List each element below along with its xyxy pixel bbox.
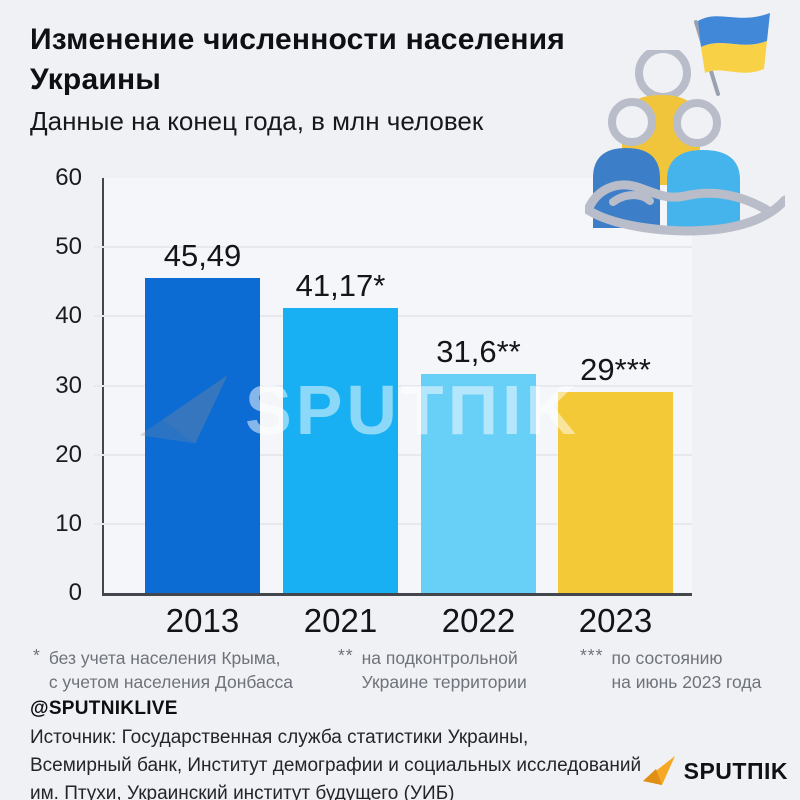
y-tick-label: 10: [55, 509, 82, 537]
footnote-2-text: на подконтрольной Украине территории: [362, 646, 527, 694]
sputnik-plane-icon: [642, 756, 675, 785]
footnote-2-marker: **: [338, 645, 354, 665]
bar-value-label: 45,49: [163, 238, 242, 274]
bar-value-label: 29***: [580, 352, 651, 388]
footnote-1-line-1: без учета населения Крыма,: [48, 648, 281, 668]
bar-value-label: 31,6**: [436, 334, 521, 370]
source-line-2: Всемирный банк, Институт демографии и со…: [30, 755, 642, 776]
source-text: Источник: Государственная служба статист…: [30, 724, 641, 800]
x-tick-label: 2022: [441, 602, 516, 639]
bar-value-label: 41,17*: [295, 268, 386, 304]
y-axis: 0 10 20 30 40 50 60: [0, 164, 92, 606]
page-title: Изменение численности населения Украины: [30, 23, 565, 96]
footnote-3-text: по состоянию на июнь 2023 года: [611, 646, 761, 694]
bar-2022: [421, 374, 536, 593]
y-tick-label: 40: [55, 302, 82, 330]
footnote-2-line-1: на подконтрольной: [361, 648, 518, 668]
ukraine-flag-icon: [694, 13, 770, 96]
footnote-1-marker: *: [33, 645, 41, 665]
x-tick-label: 2021: [303, 602, 378, 639]
x-tick-label: 2013: [165, 602, 240, 639]
footnote-3-line-1: по состоянию: [611, 648, 723, 668]
sputnik-logo-text: SPUTПIK: [683, 757, 788, 784]
footnote-3-marker: ***: [580, 645, 604, 665]
bar-2013: [145, 278, 260, 593]
social-handle: @SPUTNIKLIVE: [30, 698, 178, 719]
source-line-3: им. Птухи, Украинский институт будущего …: [30, 783, 455, 800]
bar-2023: [558, 392, 673, 593]
footnote-2-line-2: Украине территории: [361, 672, 527, 692]
bar-2021: [283, 308, 398, 593]
page-subtitle: Данные на конец года, в млн человек: [30, 106, 484, 136]
footnote-1-line-2: с учетом населения Донбасса: [48, 672, 293, 692]
y-tick-label: 0: [68, 579, 82, 606]
y-tick-label: 50: [55, 233, 82, 261]
plot-area: SPUTПIK 45,49 2013 41,17* 2021 31,6** 2022 29*…: [94, 178, 692, 639]
gridline: [94, 246, 692, 249]
y-tick-label: 60: [55, 164, 82, 191]
y-tick-label: 20: [55, 440, 82, 468]
source-line-1: Источник: Государственная служба статист…: [30, 727, 529, 748]
footnote-3-line-2: на июнь 2023 года: [611, 672, 762, 692]
y-tick-label: 30: [55, 371, 82, 399]
footnote-3: *** по состоянию на июнь 2023 года: [580, 645, 761, 694]
footnote-1: * без учета населения Крыма, с учетом на…: [33, 645, 293, 694]
footnote-2: ** на подконтрольной Украине территории: [338, 645, 527, 694]
sputnik-logo: SPUTПIK: [641, 754, 788, 788]
footnote-1-text: без учета населения Крыма, с учетом насе…: [49, 646, 293, 694]
x-tick-label: 2023: [578, 602, 653, 639]
